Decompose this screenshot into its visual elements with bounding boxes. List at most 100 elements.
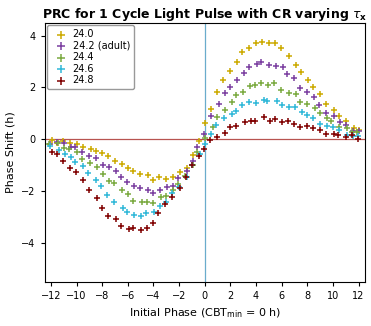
24.0: [150, 177, 155, 182]
24.4: [158, 194, 164, 199]
24.6: [310, 116, 316, 121]
24.4: [328, 118, 334, 124]
24.2 (adult): [331, 113, 337, 118]
24.4: [139, 200, 145, 205]
24.4: [233, 92, 239, 97]
24.2 (adult): [184, 169, 190, 174]
24.4: [190, 163, 196, 168]
24.8: [291, 122, 297, 127]
24.0: [309, 85, 315, 90]
24.4: [293, 92, 299, 97]
24.6: [176, 185, 182, 190]
24.6: [279, 102, 285, 108]
24.2 (adult): [54, 139, 60, 144]
24.0: [227, 68, 233, 74]
24.4: [94, 164, 100, 170]
24.2 (adult): [145, 188, 151, 193]
24.6: [93, 177, 99, 183]
24.6: [292, 105, 298, 110]
24.4: [100, 171, 106, 177]
24.6: [336, 127, 342, 132]
24.4: [258, 80, 264, 85]
24.0: [80, 144, 86, 149]
24.2 (adult): [68, 145, 73, 150]
24.0: [74, 141, 80, 147]
24.8: [253, 118, 259, 123]
24.4: [46, 141, 52, 146]
24.4: [247, 83, 253, 89]
24.4: [222, 108, 228, 113]
24.8: [355, 136, 361, 141]
24.6: [253, 100, 259, 106]
24.8: [297, 124, 303, 129]
24.0: [293, 62, 299, 67]
24.2 (adult): [118, 174, 124, 180]
24.2 (adult): [350, 128, 356, 133]
24.2 (adult): [93, 156, 99, 161]
24.0: [125, 165, 131, 170]
24.2 (adult): [72, 145, 78, 150]
24.2 (adult): [47, 141, 53, 146]
Legend: 24.0, 24.2 (adult), 24.4, 24.6, 24.8: 24.0, 24.2 (adult), 24.4, 24.6, 24.8: [47, 25, 134, 89]
24.4: [106, 178, 112, 184]
24.8: [267, 118, 273, 124]
24.4: [194, 150, 200, 155]
24.0: [203, 120, 209, 125]
24.2 (adult): [291, 75, 297, 81]
24.2 (adult): [201, 131, 207, 136]
24.4: [182, 174, 188, 179]
24.4: [278, 87, 284, 92]
24.4: [271, 81, 277, 86]
24.0: [351, 125, 357, 130]
24.2 (adult): [273, 64, 279, 69]
24.0: [184, 165, 190, 170]
24.0: [105, 153, 111, 158]
24.0: [68, 140, 73, 145]
24.2 (adult): [194, 144, 200, 149]
24.8: [331, 132, 337, 137]
24.0: [170, 174, 176, 180]
24.0: [190, 152, 196, 157]
24.0: [119, 161, 125, 167]
24.2 (adult): [254, 62, 260, 67]
24.6: [72, 160, 78, 165]
24.6: [329, 124, 335, 129]
24.6: [47, 143, 53, 148]
24.4: [240, 89, 246, 94]
24.8: [233, 123, 239, 128]
24.4: [210, 125, 216, 130]
24.4: [265, 83, 271, 88]
24.2 (adult): [336, 119, 342, 125]
24.0: [323, 102, 329, 107]
24.4: [175, 182, 181, 187]
24.2 (adult): [86, 153, 92, 158]
24.0: [253, 40, 259, 45]
24.0: [234, 59, 240, 65]
Y-axis label: Phase Shift (h): Phase Shift (h): [6, 111, 16, 193]
24.4: [201, 135, 207, 140]
24.2 (adult): [234, 77, 240, 82]
24.8: [178, 185, 184, 191]
24.6: [104, 193, 110, 198]
24.6: [85, 170, 91, 175]
24.6: [260, 97, 266, 102]
24.6: [351, 133, 357, 139]
24.6: [246, 100, 252, 105]
24.6: [119, 206, 125, 211]
24.8: [138, 228, 144, 233]
24.4: [144, 199, 150, 204]
24.6: [202, 141, 208, 147]
24.0: [156, 175, 162, 180]
24.4: [111, 181, 117, 186]
24.4: [74, 150, 80, 155]
24.8: [130, 226, 136, 231]
24.0: [214, 90, 220, 95]
24.2 (adult): [157, 188, 163, 193]
24.6: [299, 109, 305, 114]
24.4: [344, 125, 350, 130]
24.8: [343, 134, 349, 139]
24.8: [227, 125, 233, 130]
24.4: [61, 145, 67, 151]
24.4: [79, 156, 85, 162]
24.0: [88, 146, 94, 152]
